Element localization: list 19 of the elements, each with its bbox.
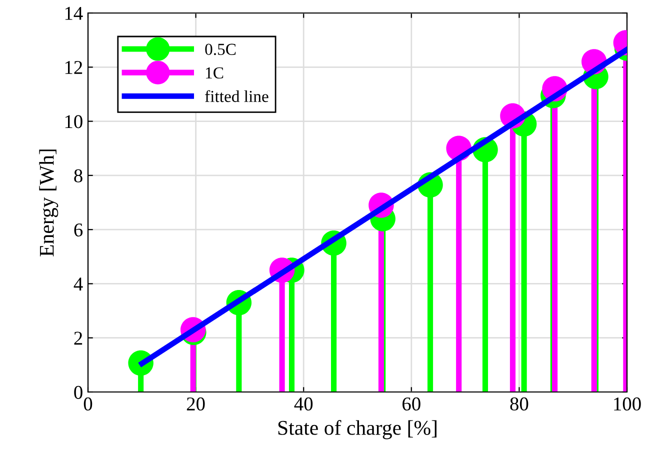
x-tick-label: 0 <box>84 397 92 411</box>
y-tick-label: 6 <box>74 223 83 237</box>
y-axis-title: Energy [Wh] <box>39 150 58 256</box>
legend-label: 1C <box>206 67 224 79</box>
y-tick-label: 0 <box>74 386 82 399</box>
legend-label: 0.5C <box>205 44 236 56</box>
x-tick-label: 100 <box>614 397 641 411</box>
y-tick-label: 14 <box>65 6 83 20</box>
y-tick-label: 8 <box>74 169 82 182</box>
x-tick-label: 20 <box>186 397 205 411</box>
y-tick-label: 12 <box>65 61 82 74</box>
x-tick-label: 40 <box>294 397 313 411</box>
x-tick-label: 60 <box>402 397 420 411</box>
x-axis-title: State of charge [%] <box>278 420 436 440</box>
y-tick-label: 2 <box>74 332 82 345</box>
y-tick-label: 4 <box>74 278 83 290</box>
y-tick-label: 10 <box>65 115 82 128</box>
x-tick-label: 80 <box>510 397 528 411</box>
legend-label: fitted line <box>205 90 268 102</box>
